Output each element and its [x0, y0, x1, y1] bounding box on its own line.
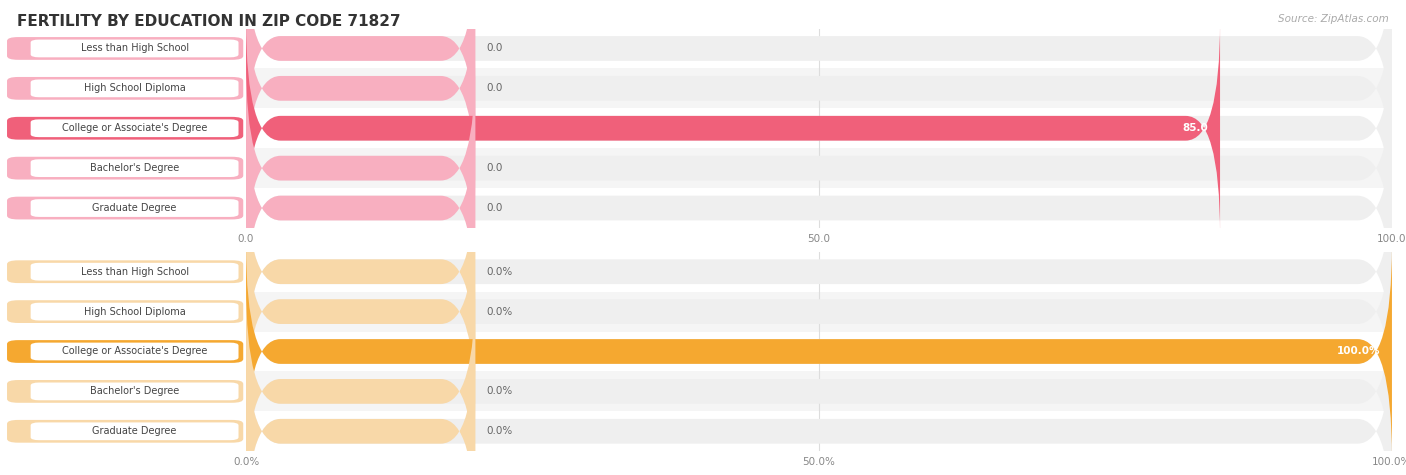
FancyBboxPatch shape: [246, 28, 1392, 68]
FancyBboxPatch shape: [246, 411, 1392, 451]
FancyBboxPatch shape: [246, 332, 1392, 371]
Text: Source: ZipAtlas.com: Source: ZipAtlas.com: [1278, 14, 1389, 24]
Text: 0.0: 0.0: [486, 163, 503, 173]
FancyBboxPatch shape: [246, 252, 1392, 292]
FancyBboxPatch shape: [246, 324, 475, 475]
FancyBboxPatch shape: [246, 0, 475, 196]
FancyBboxPatch shape: [246, 244, 1392, 459]
Text: 0.0: 0.0: [486, 43, 503, 54]
Text: 85.0: 85.0: [1182, 123, 1209, 133]
Text: Less than High School: Less than High School: [80, 43, 188, 54]
FancyBboxPatch shape: [246, 204, 475, 419]
Text: 50.0%: 50.0%: [803, 457, 835, 467]
Text: 100.0: 100.0: [1378, 234, 1406, 244]
FancyBboxPatch shape: [246, 284, 1392, 475]
FancyBboxPatch shape: [246, 284, 475, 475]
Text: Less than High School: Less than High School: [80, 266, 188, 277]
FancyBboxPatch shape: [246, 0, 475, 156]
Text: 50.0: 50.0: [807, 234, 831, 244]
FancyBboxPatch shape: [246, 21, 1392, 236]
FancyBboxPatch shape: [246, 21, 1220, 236]
Text: 0.0: 0.0: [238, 234, 254, 244]
Text: College or Associate's Degree: College or Associate's Degree: [62, 123, 207, 133]
FancyBboxPatch shape: [246, 244, 1392, 459]
Text: High School Diploma: High School Diploma: [84, 306, 186, 317]
Text: Graduate Degree: Graduate Degree: [93, 203, 177, 213]
FancyBboxPatch shape: [246, 61, 1392, 276]
Text: 0.0: 0.0: [486, 203, 503, 213]
FancyBboxPatch shape: [246, 101, 475, 315]
FancyBboxPatch shape: [246, 324, 1392, 475]
FancyBboxPatch shape: [246, 0, 1392, 156]
Text: 0.0%: 0.0%: [486, 306, 513, 317]
Text: 0.0: 0.0: [486, 83, 503, 94]
Text: Graduate Degree: Graduate Degree: [93, 426, 177, 437]
FancyBboxPatch shape: [246, 148, 1392, 188]
Text: 0.0%: 0.0%: [233, 457, 259, 467]
Text: 0.0%: 0.0%: [486, 266, 513, 277]
FancyBboxPatch shape: [246, 61, 475, 276]
Text: 0.0%: 0.0%: [486, 426, 513, 437]
FancyBboxPatch shape: [246, 371, 1392, 411]
FancyBboxPatch shape: [246, 188, 1392, 228]
FancyBboxPatch shape: [246, 68, 1392, 108]
Text: 100.0%: 100.0%: [1372, 457, 1406, 467]
FancyBboxPatch shape: [246, 204, 1392, 419]
Text: College or Associate's Degree: College or Associate's Degree: [62, 346, 207, 357]
FancyBboxPatch shape: [246, 0, 1392, 196]
Text: Bachelor's Degree: Bachelor's Degree: [90, 386, 179, 397]
FancyBboxPatch shape: [246, 164, 475, 379]
Text: FERTILITY BY EDUCATION IN ZIP CODE 71827: FERTILITY BY EDUCATION IN ZIP CODE 71827: [17, 14, 401, 29]
Text: High School Diploma: High School Diploma: [84, 83, 186, 94]
FancyBboxPatch shape: [246, 164, 1392, 379]
FancyBboxPatch shape: [246, 292, 1392, 332]
Text: 0.0%: 0.0%: [486, 386, 513, 397]
FancyBboxPatch shape: [246, 108, 1392, 148]
Text: Bachelor's Degree: Bachelor's Degree: [90, 163, 179, 173]
Text: 100.0%: 100.0%: [1337, 346, 1381, 357]
FancyBboxPatch shape: [246, 101, 1392, 315]
